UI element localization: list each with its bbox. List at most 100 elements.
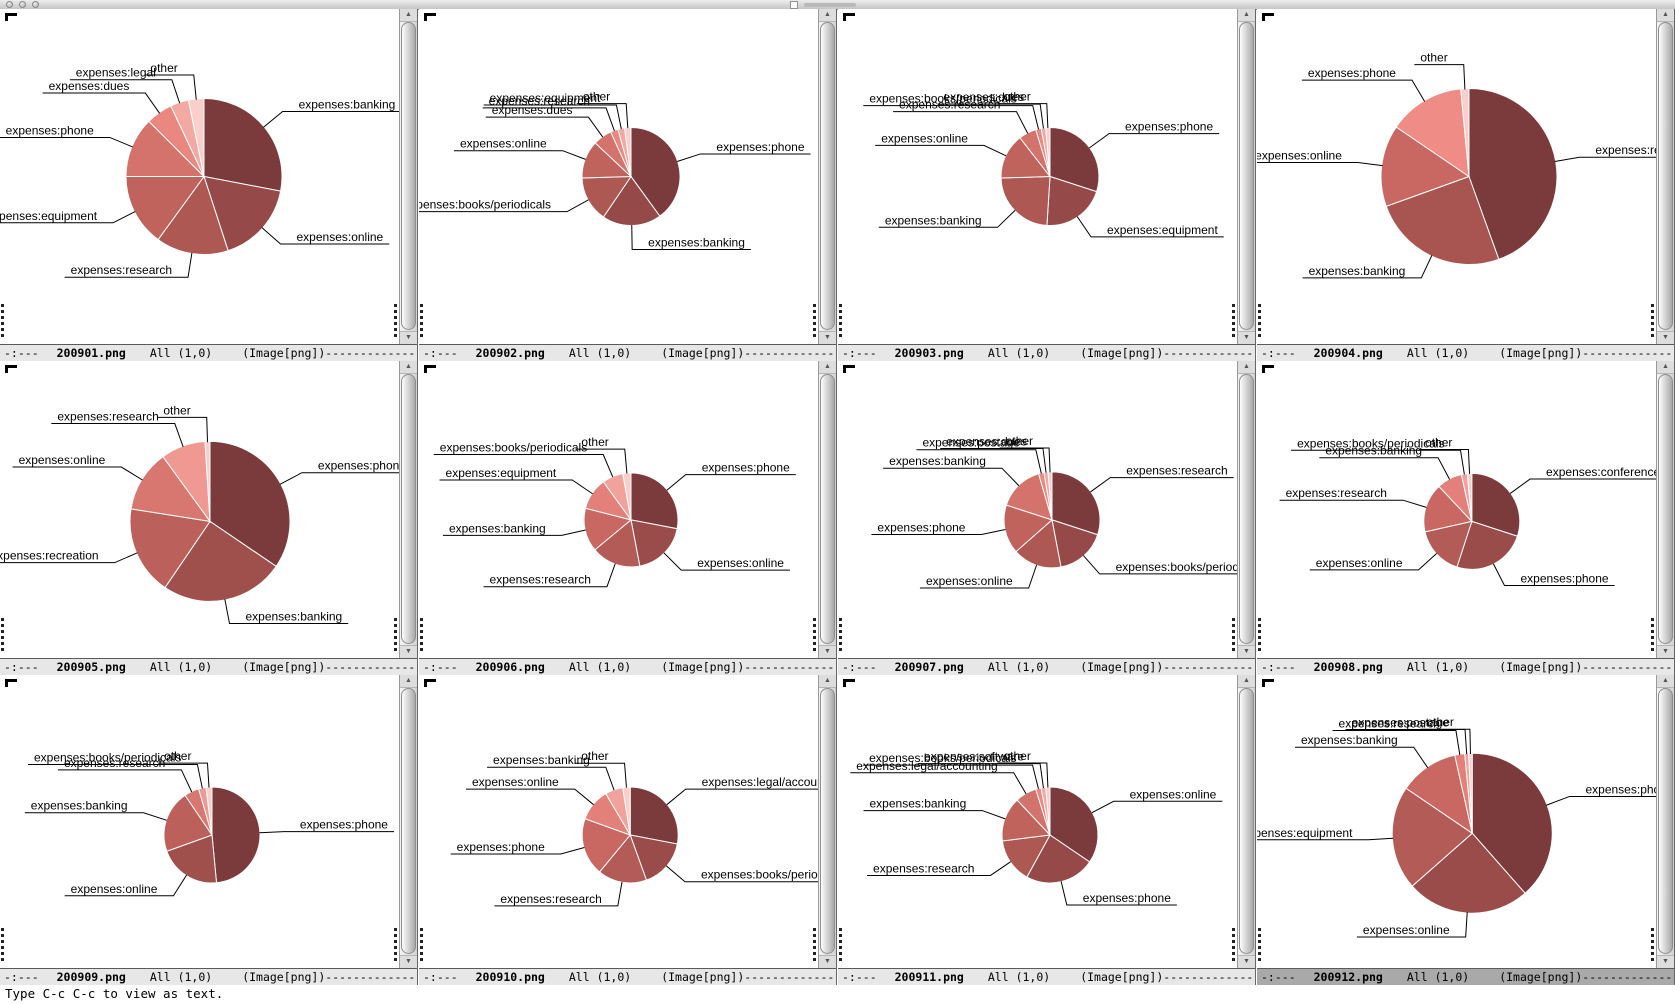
major-mode[interactable]: (Image[png]) [1499,346,1583,360]
scroll-up-icon[interactable]: ▲ [1657,361,1674,374]
modeline[interactable]: -:--- 200908.png All (1,0) (Image[png]) … [1257,658,1674,675]
scrollbar-thumb[interactable] [401,374,416,644]
scroll-down-icon[interactable]: ▼ [819,645,836,658]
image-buffer[interactable]: expenses:research expenses:books/periodic… [838,361,1237,658]
scroll-up-icon[interactable]: ▲ [1238,9,1255,22]
vertical-scrollbar[interactable]: ▲ ▼ [399,675,417,968]
vertical-scrollbar[interactable]: ▲ ▼ [1656,9,1674,344]
scrollbar-thumb[interactable] [401,688,416,954]
major-mode[interactable]: (Image[png]) [1499,970,1583,984]
emacs-window-200910.png[interactable]: expenses:legal/accounting expenses:books/… [419,675,837,985]
major-mode[interactable]: (Image[png]) [242,660,326,674]
scrollbar-thumb[interactable] [1658,374,1673,644]
scroll-down-icon[interactable]: ▼ [1657,645,1674,658]
scroll-up-icon[interactable]: ▲ [400,9,417,22]
emacs-window-200912.png[interactable]: expenses:phone expenses:online expenses:eq… [1257,675,1675,985]
modeline[interactable]: -:--- 200912.png All (1,0) (Image[png]) … [1257,968,1674,985]
vertical-scrollbar[interactable]: ▲ ▼ [818,675,836,968]
modeline[interactable]: -:--- 200904.png All (1,0) (Image[png]) … [1257,344,1674,361]
major-mode[interactable]: (Image[png]) [242,346,326,360]
vertical-scrollbar[interactable]: ▲ ▼ [399,9,417,344]
vertical-scrollbar[interactable]: ▲ ▼ [1237,361,1255,658]
scrollbar-thumb[interactable] [1239,374,1254,644]
scroll-up-icon[interactable]: ▲ [1657,675,1674,688]
scroll-up-icon[interactable]: ▲ [819,361,836,374]
major-mode[interactable]: (Image[png]) [1499,660,1583,674]
scrollbar-thumb[interactable] [1239,22,1254,330]
vertical-scrollbar[interactable]: ▲ ▼ [818,9,836,344]
modeline[interactable]: -:--- 200907.png All (1,0) (Image[png]) … [838,658,1255,675]
major-mode[interactable]: (Image[png]) [1080,346,1164,360]
emacs-window-200904.png[interactable]: expenses:research expenses:banking expense… [1257,9,1675,361]
image-buffer[interactable]: expenses:phone expenses:equipment expenses… [838,9,1237,344]
image-buffer[interactable]: expenses:phone expenses:banking expenses:b… [419,9,818,344]
emacs-window-200911.png[interactable]: expenses:online expenses:phone expenses:re… [838,675,1256,985]
scroll-up-icon[interactable]: ▲ [400,675,417,688]
scroll-down-icon[interactable]: ▼ [400,955,417,968]
scroll-up-icon[interactable]: ▲ [819,9,836,22]
vertical-scrollbar[interactable]: ▲ ▼ [399,361,417,658]
modeline[interactable]: -:--- 200906.png All (1,0) (Image[png]) … [419,658,836,675]
vertical-scrollbar[interactable]: ▲ ▼ [1656,675,1674,968]
image-buffer[interactable]: expenses:phone expenses:online expenses:re… [419,361,818,658]
emacs-window-200907.png[interactable]: expenses:research expenses:books/periodic… [838,361,1256,675]
modeline[interactable]: -:--- 200910.png All (1,0) (Image[png]) … [419,968,836,985]
vertical-scrollbar[interactable]: ▲ ▼ [1656,361,1674,658]
vertical-scrollbar[interactable]: ▲ ▼ [1237,9,1255,344]
scrollbar-thumb[interactable] [1658,688,1673,954]
scroll-down-icon[interactable]: ▼ [400,645,417,658]
scrollbar-thumb[interactable] [820,688,835,954]
scrollbar-thumb[interactable] [1658,22,1673,330]
major-mode[interactable]: (Image[png]) [1080,660,1164,674]
scrollbar-thumb[interactable] [401,22,416,330]
scroll-up-icon[interactable]: ▲ [1238,361,1255,374]
scroll-up-icon[interactable]: ▲ [1657,9,1674,22]
image-buffer[interactable]: expenses:legal/accounting expenses:books/… [419,675,818,968]
emacs-window-200906.png[interactable]: expenses:phone expenses:online expenses:re… [419,361,837,675]
scroll-down-icon[interactable]: ▼ [1238,645,1255,658]
vertical-scrollbar[interactable]: ▲ ▼ [818,361,836,658]
emacs-window-200908.png[interactable]: expenses:conference expenses:phone expense… [1257,361,1675,675]
emacs-window-200909.png[interactable]: expenses:phone expenses:online expenses:ba… [0,675,418,985]
image-buffer[interactable]: expenses:online expenses:phone expenses:re… [838,675,1237,968]
major-mode[interactable]: (Image[png]) [661,346,745,360]
emacs-window-200901.png[interactable]: expenses:banking expenses:online expenses:… [0,9,418,361]
emacs-window-200903.png[interactable]: expenses:phone expenses:equipment expenses… [838,9,1256,361]
image-buffer[interactable]: expenses:research expenses:banking expense… [1257,9,1656,344]
image-buffer[interactable]: expenses:conference expenses:phone expense… [1257,361,1656,658]
scrollbar-thumb[interactable] [1239,688,1254,954]
modeline[interactable]: -:--- 200911.png All (1,0) (Image[png]) … [838,968,1255,985]
scroll-down-icon[interactable]: ▼ [1657,955,1674,968]
image-buffer[interactable]: expenses:phone expenses:online expenses:ba… [0,675,399,968]
image-buffer[interactable]: expenses:phone expenses:banking expenses:r… [0,361,399,658]
major-mode[interactable]: (Image[png]) [661,660,745,674]
scroll-down-icon[interactable]: ▼ [1238,955,1255,968]
zoom-button[interactable] [32,1,39,8]
major-mode[interactable]: (Image[png]) [1080,970,1164,984]
window-titlebar[interactable] [0,0,1675,10]
vertical-scrollbar[interactable]: ▲ ▼ [1237,675,1255,968]
scroll-down-icon[interactable]: ▼ [1657,331,1674,344]
scroll-up-icon[interactable]: ▲ [400,361,417,374]
close-button[interactable] [6,1,13,8]
emacs-window-200905.png[interactable]: expenses:phone expenses:banking expenses:r… [0,361,418,675]
scrollbar-thumb[interactable] [820,22,835,330]
scrollbar-thumb[interactable] [820,374,835,644]
scroll-down-icon[interactable]: ▼ [819,331,836,344]
scroll-up-icon[interactable]: ▲ [1238,675,1255,688]
scroll-down-icon[interactable]: ▼ [1238,331,1255,344]
modeline[interactable]: -:--- 200901.png All (1,0) (Image[png]) … [0,344,417,361]
scroll-up-icon[interactable]: ▲ [819,675,836,688]
modeline[interactable]: -:--- 200902.png All (1,0) (Image[png]) … [419,344,836,361]
modeline[interactable]: -:--- 200903.png All (1,0) (Image[png]) … [838,344,1255,361]
emacs-window-200902.png[interactable]: expenses:phone expenses:banking expenses:b… [419,9,837,361]
minimize-button[interactable] [19,1,26,8]
modeline[interactable]: -:--- 200905.png All (1,0) (Image[png]) … [0,658,417,675]
image-buffer[interactable]: expenses:phone expenses:online expenses:eq… [1257,675,1656,968]
major-mode[interactable]: (Image[png]) [242,970,326,984]
image-buffer[interactable]: expenses:banking expenses:online expenses:… [0,9,399,344]
major-mode[interactable]: (Image[png]) [661,970,745,984]
modeline[interactable]: -:--- 200909.png All (1,0) (Image[png]) … [0,968,417,985]
scroll-down-icon[interactable]: ▼ [400,331,417,344]
scroll-down-icon[interactable]: ▼ [819,955,836,968]
